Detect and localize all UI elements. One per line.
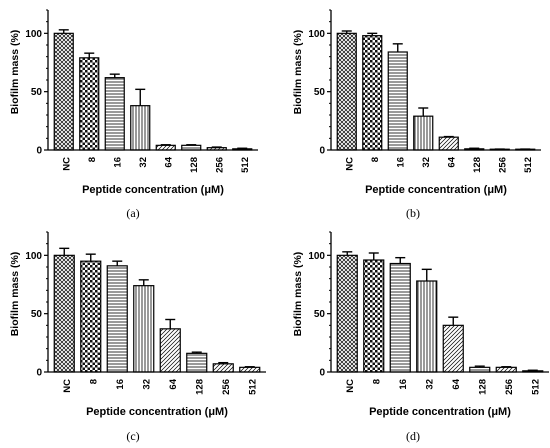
bar-8 xyxy=(362,35,383,151)
bar-64 xyxy=(159,328,181,373)
y-tick-label-50: 50 xyxy=(31,87,43,98)
y-axis-label: Biofilm mass (%) xyxy=(9,252,21,337)
x-tick-label-16: 16 xyxy=(115,379,126,390)
x-tick-label-16: 16 xyxy=(395,157,406,168)
y-tick-label-0: 0 xyxy=(319,368,325,379)
bar-8 xyxy=(79,57,100,151)
y-axis-label: Biofilm mass (%) xyxy=(9,30,21,115)
bar-128 xyxy=(181,144,202,151)
bar-NC xyxy=(336,32,357,151)
x-tick-label-64: 64 xyxy=(451,378,462,389)
panel-label-d: (d) xyxy=(406,429,420,443)
x-tick-label-512: 512 xyxy=(240,157,251,173)
y-tick-label-50: 50 xyxy=(314,87,326,98)
x-tick-label-64: 64 xyxy=(168,378,179,389)
panel-label-b: (b) xyxy=(406,206,420,220)
panel-a: NC 8 16 32 64 128 256 512 0 50 100 Biofilm mass (%)… xyxy=(9,9,258,196)
bar-64 xyxy=(438,136,459,151)
panel-c: NC 8 16 32 64 128 256 512 0 50 100 Biofilm mass (%)… xyxy=(9,231,266,418)
x-tick-label-16: 16 xyxy=(398,379,409,390)
bar-NC xyxy=(336,254,358,373)
bar-32 xyxy=(413,115,434,151)
x-tick-label-128: 128 xyxy=(477,379,488,395)
y-tick-label-100: 100 xyxy=(308,29,325,40)
panel-d: NC 8 16 32 64 128 256 512 0 50 100 Biofilm mass (%)… xyxy=(292,231,549,418)
bar-16 xyxy=(389,262,411,373)
bar-NC xyxy=(53,32,74,151)
x-tick-label-8: 8 xyxy=(88,379,99,384)
bar-16 xyxy=(106,265,128,373)
y-tick-label-100: 100 xyxy=(25,251,42,262)
bar-64 xyxy=(155,144,176,151)
x-axis-label: Peptide concentration (μM) xyxy=(365,184,507,196)
x-tick-label-32: 32 xyxy=(141,379,152,390)
bar-512 xyxy=(239,366,261,373)
bar-256 xyxy=(495,366,517,373)
x-tick-label-256: 256 xyxy=(504,379,515,395)
x-tick-label-32: 32 xyxy=(421,157,432,168)
bar-32 xyxy=(130,105,151,151)
y-axis-label: Biofilm mass (%) xyxy=(292,30,304,115)
panel-label-c: (c) xyxy=(126,429,139,443)
x-axis-label: Peptide concentration (μM) xyxy=(369,406,511,418)
bar-16 xyxy=(387,51,408,151)
x-tick-label-512: 512 xyxy=(247,379,258,395)
x-axis-label: Peptide concentration (μM) xyxy=(86,406,228,418)
y-tick-label-0: 0 xyxy=(319,146,325,157)
x-tick-label-128: 128 xyxy=(472,157,483,173)
y-tick-label-50: 50 xyxy=(314,309,326,320)
y-tick-label-50: 50 xyxy=(31,309,43,320)
x-tick-label-32: 32 xyxy=(138,157,149,168)
x-tick-label-64: 64 xyxy=(446,156,457,167)
panel-label-a: (a) xyxy=(126,206,139,220)
x-tick-label-8: 8 xyxy=(371,379,382,384)
x-tick-label-NC: NC xyxy=(344,157,355,171)
bar-64 xyxy=(442,324,464,373)
x-tick-label-16: 16 xyxy=(112,157,123,168)
x-tick-label-NC: NC xyxy=(345,379,356,393)
bar-32 xyxy=(133,285,155,373)
x-tick-label-NC: NC xyxy=(61,157,72,171)
bar-8 xyxy=(363,259,385,373)
x-tick-label-256: 256 xyxy=(221,379,232,395)
x-tick-label-NC: NC xyxy=(62,379,73,393)
bar-32 xyxy=(416,280,438,373)
x-tick-label-128: 128 xyxy=(189,157,200,173)
y-tick-label-0: 0 xyxy=(36,146,42,157)
panel-b: NC 8 16 32 64 128 256 512 0 50 100 Biofilm mass (%)… xyxy=(292,9,541,196)
bar-128 xyxy=(469,366,491,373)
bar-NC xyxy=(53,254,75,373)
bar-128 xyxy=(186,352,208,373)
x-tick-label-256: 256 xyxy=(497,157,508,173)
x-tick-label-512: 512 xyxy=(530,379,541,395)
x-tick-label-128: 128 xyxy=(194,379,205,395)
y-tick-label-100: 100 xyxy=(308,251,325,262)
y-tick-label-100: 100 xyxy=(25,29,42,40)
x-tick-label-256: 256 xyxy=(214,157,225,173)
x-tick-label-8: 8 xyxy=(370,157,381,162)
x-tick-label-8: 8 xyxy=(87,157,98,162)
x-tick-label-64: 64 xyxy=(163,156,174,167)
bar-8 xyxy=(80,260,102,373)
y-tick-label-0: 0 xyxy=(36,368,42,379)
x-tick-label-32: 32 xyxy=(424,379,435,390)
bar-256 xyxy=(212,363,234,373)
x-axis-label: Peptide concentration (μM) xyxy=(82,184,224,196)
x-tick-label-512: 512 xyxy=(523,157,534,173)
y-axis-label: Biofilm mass (%) xyxy=(292,252,304,337)
bar-16 xyxy=(104,77,125,151)
